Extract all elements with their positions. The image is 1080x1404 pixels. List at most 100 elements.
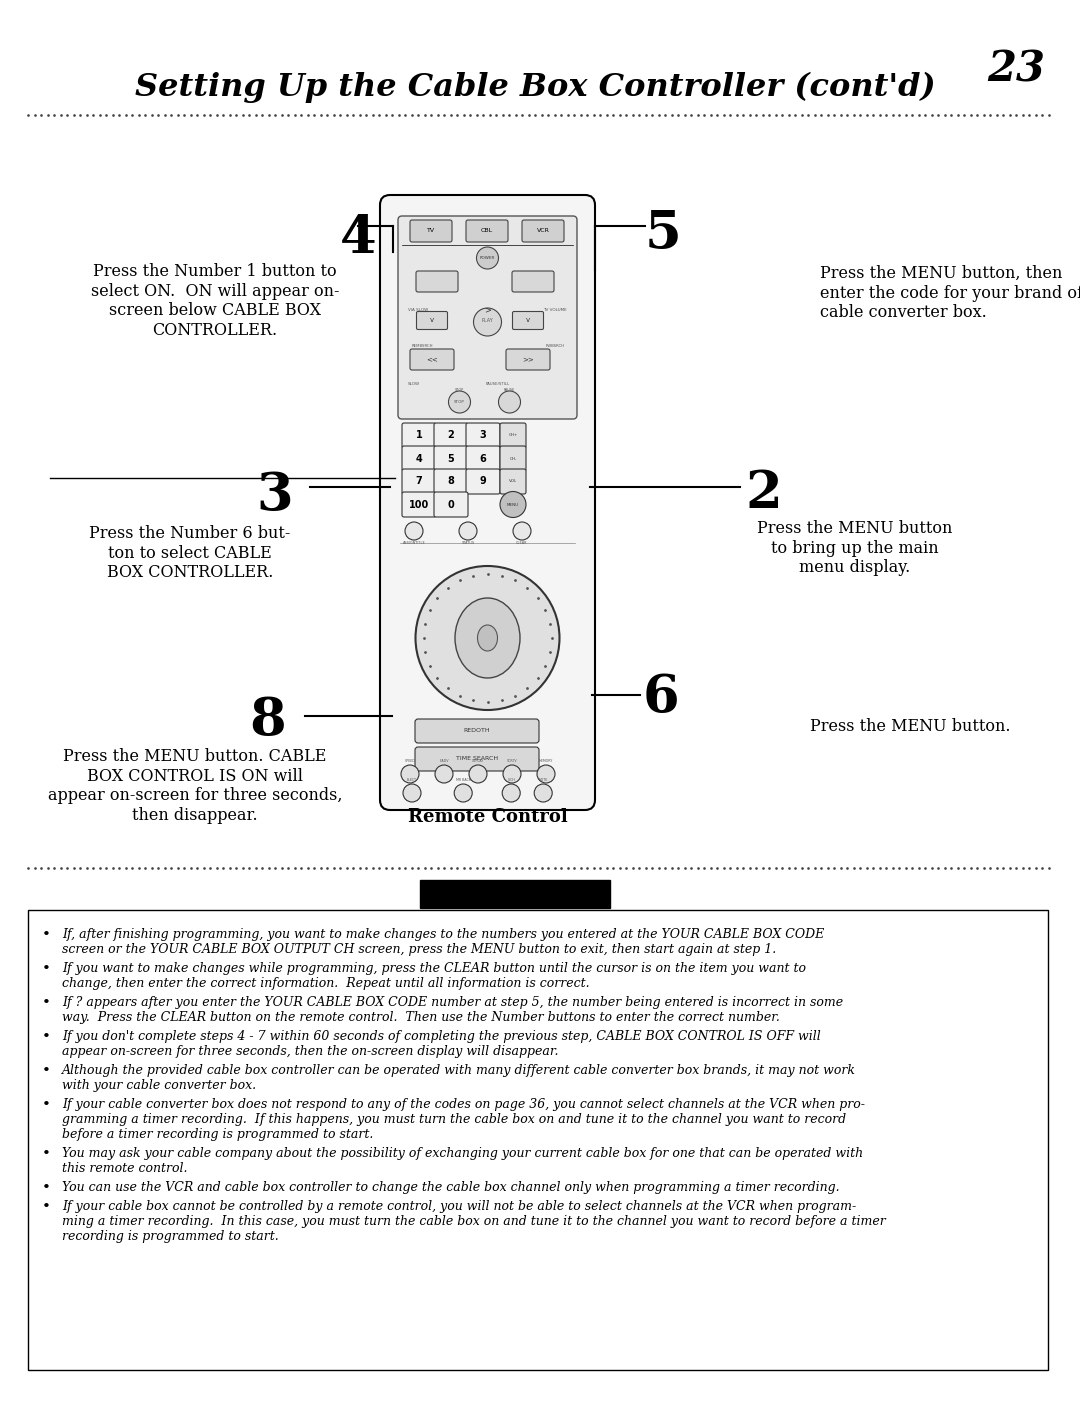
Text: 7: 7 [416,476,422,487]
FancyBboxPatch shape [434,469,468,494]
Circle shape [455,783,472,802]
FancyBboxPatch shape [434,446,468,470]
Text: CBL: CBL [481,227,494,233]
Text: MR BACK: MR BACK [456,778,471,782]
Text: PLAY: PLAY [482,317,494,323]
Circle shape [448,390,471,413]
Text: 2: 2 [745,468,782,519]
Text: SLOW: SLOW [408,382,420,386]
FancyBboxPatch shape [434,491,468,517]
Text: •: • [42,1200,51,1214]
Text: POWER: POWER [480,256,496,260]
Text: •: • [42,928,51,942]
FancyBboxPatch shape [380,195,595,810]
Text: >>: >> [522,357,534,362]
Text: 0: 0 [447,500,455,510]
Circle shape [499,390,521,413]
Circle shape [473,307,501,336]
Text: If ? appears after you enter the YOUR CABLE BOX CODE number at step 5, the numbe: If ? appears after you enter the YOUR CA… [62,995,843,1024]
Text: TIME SEARCH: TIME SEARCH [456,757,498,761]
FancyBboxPatch shape [402,446,436,470]
Text: ASSIGNTITLE: ASSIGNTITLE [403,541,426,545]
Text: ELECT: ELECT [407,778,417,782]
FancyBboxPatch shape [500,469,526,494]
FancyBboxPatch shape [507,350,550,371]
FancyBboxPatch shape [410,220,453,241]
Text: Remote Control: Remote Control [407,807,567,826]
Circle shape [401,765,419,783]
FancyBboxPatch shape [417,312,447,330]
Circle shape [405,522,423,541]
Text: Although the provided cable box controller can be operated with many different c: Although the provided cable box controll… [62,1064,856,1092]
Text: VCR: VCR [537,227,550,233]
FancyBboxPatch shape [399,216,577,418]
Ellipse shape [455,598,519,678]
FancyBboxPatch shape [500,446,526,470]
Text: SPEED: SPEED [405,760,416,762]
Text: 9: 9 [480,476,486,487]
FancyBboxPatch shape [415,719,539,743]
Text: MUTE: MUTE [539,778,548,782]
Text: CLEAR: CLEAR [516,541,528,545]
Text: 3: 3 [480,431,486,441]
Text: •: • [42,1181,51,1195]
Text: S.CH: S.CH [508,778,515,782]
Text: Press the Number 1 button to
select ON.  ON will appear on-
screen below CABLE B: Press the Number 1 button to select ON. … [91,263,339,338]
FancyBboxPatch shape [500,423,526,448]
Ellipse shape [477,625,498,651]
Text: 23: 23 [987,48,1045,90]
Text: Press the MENU button, then
enter the code for your brand of
cable converter box: Press the MENU button, then enter the co… [820,265,1080,322]
Text: If your cable box cannot be controlled by a remote control, you will not be able: If your cable box cannot be controlled b… [62,1200,886,1243]
Text: Press the MENU button.: Press the MENU button. [810,717,1011,736]
Circle shape [476,247,499,270]
FancyBboxPatch shape [402,423,436,448]
Text: >: > [484,306,491,314]
FancyBboxPatch shape [434,423,468,448]
Text: •: • [42,1147,51,1161]
Text: REMBSRCH: REMBSRCH [411,344,433,348]
Circle shape [502,783,521,802]
Text: VCRTV: VCRTV [507,760,517,762]
Circle shape [537,765,555,783]
Circle shape [513,522,531,541]
Text: 2: 2 [447,431,455,441]
Text: 8: 8 [447,476,455,487]
Text: FWBSRCH: FWBSRCH [545,344,565,348]
Circle shape [500,491,526,518]
FancyBboxPatch shape [416,271,458,292]
Text: CH-: CH- [510,456,516,461]
Text: VOL: VOL [509,480,517,483]
Text: STOP: STOP [455,388,464,392]
Text: PAUSE: PAUSE [504,388,515,392]
FancyBboxPatch shape [522,220,564,241]
Text: •: • [42,962,51,976]
Bar [420,880,610,908]
Circle shape [416,566,559,710]
Circle shape [535,783,552,802]
Text: v: v [430,317,434,323]
Text: STOP: STOP [454,400,464,404]
FancyBboxPatch shape [465,469,500,494]
Text: 5: 5 [447,453,455,463]
Circle shape [403,783,421,802]
Text: 8: 8 [249,695,286,746]
FancyBboxPatch shape [415,747,539,771]
Circle shape [459,522,477,541]
Text: 1: 1 [416,431,422,441]
Text: If you want to make changes while programming, press the CLEAR button until the : If you want to make changes while progra… [62,962,806,990]
Circle shape [469,765,487,783]
Text: 6: 6 [480,453,486,463]
Text: REDOTH: REDOTH [463,729,490,733]
Text: 5: 5 [645,208,681,258]
Text: PAUSE/STILL: PAUSE/STILL [485,382,510,386]
Text: You can use the VCR and cable box controller to change the cable box channel onl: You can use the VCR and cable box contro… [62,1181,839,1193]
FancyBboxPatch shape [402,469,436,494]
Bar [28,910,1048,1370]
Text: v: v [526,317,530,323]
Circle shape [435,765,453,783]
Text: X2PLAY: X2PLAY [472,760,484,762]
Text: MEMORY: MEMORY [539,760,553,762]
Text: F.ADV: F.ADV [440,760,449,762]
Circle shape [503,765,521,783]
Text: You may ask your cable company about the possibility of exchanging your current : You may ask your cable company about the… [62,1147,863,1175]
